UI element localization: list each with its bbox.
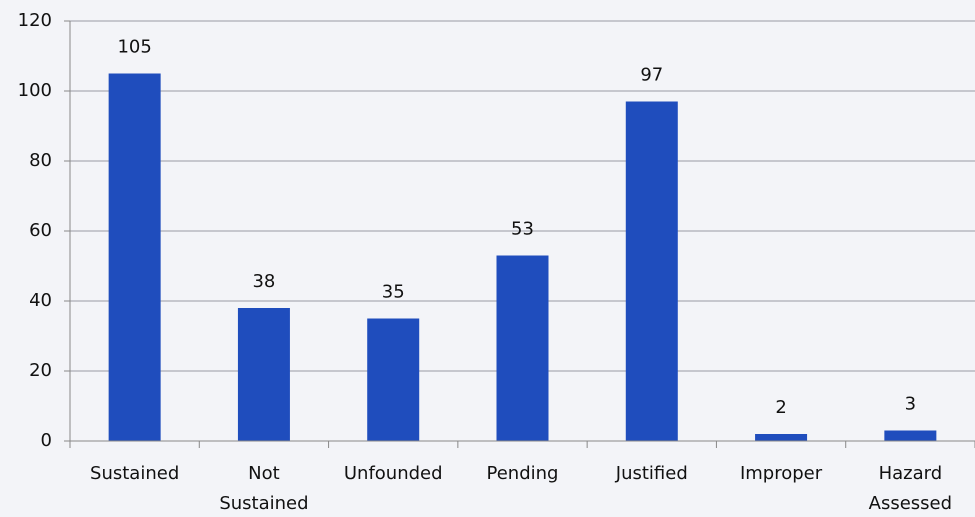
x-tick-label: Unfounded <box>344 463 443 484</box>
bar <box>237 308 290 441</box>
data-label: 2 <box>775 397 786 418</box>
y-tick-label: 60 <box>29 220 52 241</box>
bar <box>367 318 420 441</box>
x-tick-label: Hazard Assessed <box>869 463 952 514</box>
data-label: 105 <box>117 37 151 58</box>
x-tick-label: Improper <box>740 463 823 484</box>
bar <box>755 434 808 441</box>
y-tick-label: 120 <box>18 10 52 31</box>
data-label: 35 <box>382 282 405 303</box>
bar <box>496 255 549 441</box>
bar <box>884 430 937 441</box>
x-tick-label: Not Sustained <box>219 463 308 514</box>
bar <box>625 101 678 441</box>
y-tick-label: 100 <box>18 80 52 101</box>
bar <box>108 73 161 441</box>
y-tick-label: 80 <box>29 150 52 171</box>
x-tick-label: Justified <box>615 463 688 484</box>
data-label: 38 <box>252 271 275 292</box>
data-label: 97 <box>640 65 663 86</box>
x-tick-label: Pending <box>487 463 559 484</box>
data-label: 3 <box>905 394 916 415</box>
y-tick-label: 0 <box>41 430 52 451</box>
y-tick-label: 40 <box>29 290 52 311</box>
data-label: 53 <box>511 219 534 240</box>
x-tick-label: Sustained <box>90 463 179 484</box>
y-tick-label: 20 <box>29 360 52 381</box>
